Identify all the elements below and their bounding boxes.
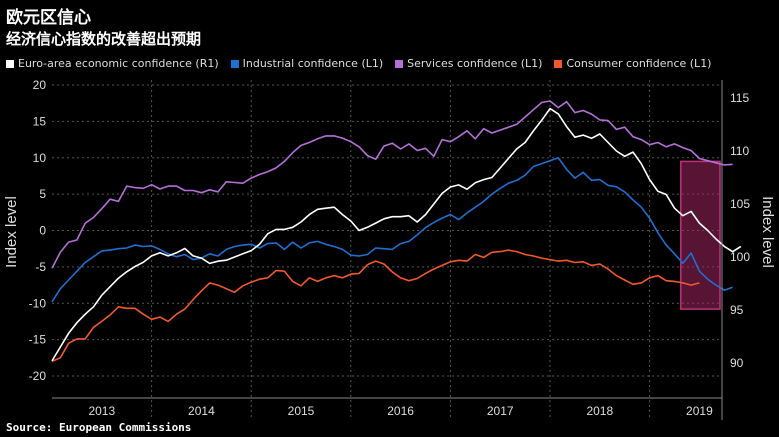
y-left-tick-label: 15 (33, 114, 47, 128)
y-left-tick-label: 0 (39, 224, 46, 238)
legend-label-services: Services confidence (L1) (407, 57, 543, 70)
x-tick-label: 2018 (586, 404, 613, 418)
series-line-services (51, 100, 733, 269)
x-tick-label: 2015 (288, 404, 315, 418)
y-left-tick-label: 20 (33, 78, 47, 92)
legend-swatch-services (395, 59, 404, 68)
legend-swatch-economic (6, 59, 14, 68)
legend-item-consumer: Consumer confidence (L1) (554, 57, 711, 70)
y-left-tick-label: 5 (39, 187, 46, 201)
y-axis-right-title: Index level (759, 196, 776, 268)
legend-swatch-industrial (230, 59, 239, 68)
y-left-tick-label: -10 (29, 296, 47, 310)
y-right-tick-label: 90 (730, 356, 744, 370)
x-tick-label: 2016 (387, 404, 414, 418)
series-line-consumer (51, 249, 700, 363)
axes: 2013 2014 2015 2016 2017 2018 2019-20-15-10-50… (29, 78, 750, 420)
y-right-tick-label: 115 (730, 91, 749, 105)
chart-title: 欧元区信心 (6, 8, 91, 28)
chart-subtitle: 经济信心指数的改善超出预期 (6, 30, 202, 48)
grid (52, 80, 722, 420)
legend-item-industrial: Industrial confidence (L1) (230, 57, 384, 70)
y-left-tick-label: 10 (33, 151, 47, 165)
legend-swatch-consumer (554, 59, 563, 68)
legend-label-consumer: Consumer confidence (L1) (566, 57, 712, 70)
series-lines (51, 100, 742, 363)
highlight-box (680, 160, 721, 310)
y-left-tick-label: -15 (29, 333, 47, 347)
legend-item-economic: Euro-area economic confidence (R1) (6, 57, 219, 70)
legend-label-industrial: Industrial confidence (L1) (242, 57, 384, 70)
x-tick-label: 2017 (487, 404, 514, 418)
y-left-tick-label: -5 (35, 260, 46, 274)
y-right-tick-label: 105 (730, 197, 750, 211)
series-line-industrial (51, 157, 733, 303)
legend-item-services: Services confidence (L1) (395, 57, 542, 70)
series-line-economic (51, 107, 742, 362)
legend-label-economic: Euro-area economic confidence (R1) (18, 57, 219, 70)
y-axis-left-title: Index level (3, 196, 20, 268)
x-tick-label: 2019 (686, 404, 713, 418)
y-right-tick-label: 100 (730, 250, 750, 264)
x-tick-label: 2014 (188, 404, 215, 418)
chart-legend: Euro-area economic confidence (R1) Indus… (6, 57, 711, 70)
y-right-tick-label: 95 (730, 303, 744, 317)
y-left-tick-label: -20 (29, 369, 47, 383)
y-right-tick-label: 110 (730, 144, 749, 158)
x-tick-label: 2013 (88, 404, 115, 418)
highlight-rect (680, 160, 721, 310)
source-note: Source: European Commissions (6, 421, 192, 434)
